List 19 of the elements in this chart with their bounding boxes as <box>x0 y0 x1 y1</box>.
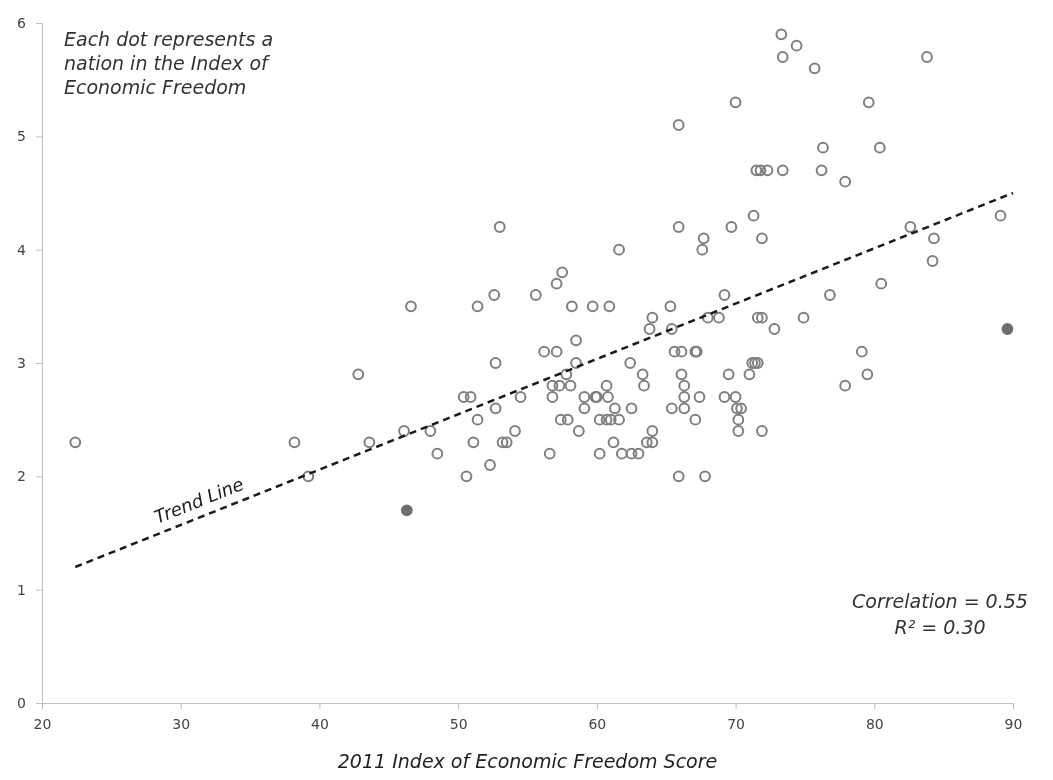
annotation: R² = 0.30 <box>894 616 986 638</box>
y-tick-label: 0 <box>17 694 26 711</box>
y-tick-label: 5 <box>17 128 26 145</box>
x-tick-label: 20 <box>33 715 52 732</box>
y-tick-label: 3 <box>17 354 26 371</box>
x-tick-label: 60 <box>588 715 607 732</box>
y-tick-label: 6 <box>17 14 27 31</box>
y-tick-label: 2 <box>17 468 26 485</box>
x-tick-label: 30 <box>172 715 191 732</box>
y-tick-label: 4 <box>17 241 27 258</box>
y-tick-label: 1 <box>17 581 26 598</box>
x-tick-label: 50 <box>449 715 468 732</box>
x-axis-title: 2011 Index of Economic Freedom Score <box>337 750 718 772</box>
x-tick-label: 70 <box>727 715 745 732</box>
annotation: Each dot represents a nation in the Index of Economic Freedom <box>64 28 274 98</box>
x-tick-label: 80 <box>865 715 884 732</box>
x-tick-label: 40 <box>311 715 329 732</box>
annotation: Correlation = 0.55 <box>852 590 1028 612</box>
x-tick-label: 90 <box>1004 715 1023 732</box>
